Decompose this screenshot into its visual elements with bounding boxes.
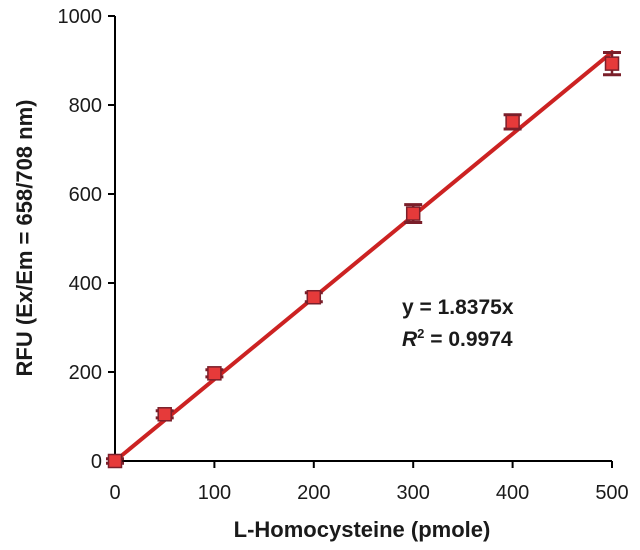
fit-line xyxy=(113,50,614,463)
y-tick-label: 200 xyxy=(69,362,102,384)
x-tick-label: 200 xyxy=(297,482,330,504)
x-tick-label: 400 xyxy=(496,482,529,504)
axes xyxy=(114,16,612,462)
y-tick-label: 0 xyxy=(91,451,102,473)
data-point-marker xyxy=(157,407,172,422)
x-tick-label: 0 xyxy=(109,482,120,504)
y-tick-label: 600 xyxy=(69,184,102,206)
fit-line-group xyxy=(113,50,614,463)
data-point-marker xyxy=(604,56,620,71)
data-point-marker xyxy=(405,206,421,221)
r-squared-symbol: R xyxy=(402,328,418,351)
y-axis-title: RFU (Ex/Em = 658/708 nm) xyxy=(12,100,37,377)
r-squared-value: = 0.9974 xyxy=(424,328,512,351)
x-tick-label: 100 xyxy=(198,482,231,504)
data-point-marker xyxy=(505,114,520,130)
fit-equation: y = 1.8375x xyxy=(402,296,514,319)
y-tick-label: 400 xyxy=(69,273,102,295)
data-point-marker xyxy=(207,366,222,381)
r-squared-sup: 2 xyxy=(417,326,424,341)
y-tick-label: 1000 xyxy=(58,6,103,28)
ticks: 0 200 400 600 800 1000 0 100 200 300 400 500 xyxy=(58,6,629,504)
y-tick-label: 800 xyxy=(69,95,102,117)
r-squared: R2 = 0.9974 xyxy=(402,326,513,351)
x-tick-label: 300 xyxy=(397,482,430,504)
data-points xyxy=(106,50,621,469)
data-point-marker xyxy=(306,289,322,305)
x-axis-title: L-Homocysteine (pmole) xyxy=(234,517,491,542)
x-tick-label: 500 xyxy=(595,482,628,504)
data-point-marker xyxy=(107,453,123,469)
